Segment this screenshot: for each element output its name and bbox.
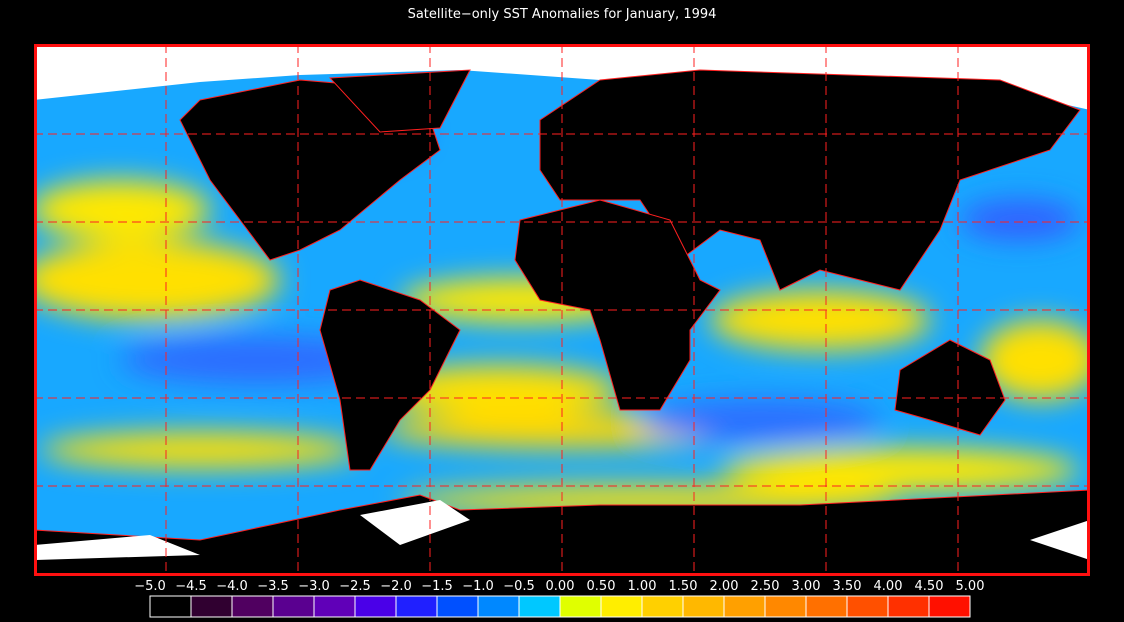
map-title: Satellite−only SST Anomalies for January… <box>408 7 717 22</box>
colorbar-label: 4.50 <box>915 579 944 594</box>
colorbar-swatch <box>600 595 643 618</box>
colorbar-label: 3.50 <box>833 579 862 594</box>
colorbar-label: 4.00 <box>874 579 903 594</box>
colorbar-swatch <box>149 595 192 618</box>
colorbar-label: 2.50 <box>751 579 780 594</box>
colorbar-label: −2.5 <box>339 579 371 594</box>
colorbar-label: −0.5 <box>503 579 535 594</box>
colorbar-swatch <box>313 595 356 618</box>
colorbar-label: 5.00 <box>956 579 985 594</box>
colorbar-label: −1.0 <box>462 579 494 594</box>
australia <box>894 339 1006 436</box>
colorbar-label: 0.00 <box>546 579 575 594</box>
sea-ice <box>36 46 1088 110</box>
colorbar-swatch <box>887 595 930 618</box>
map-border <box>34 44 1090 576</box>
anomaly-field <box>36 105 1088 515</box>
colorbar-swatch <box>477 595 520 618</box>
colorbar-swatch <box>764 595 807 618</box>
colorbar-label: 3.00 <box>792 579 821 594</box>
south-america <box>319 279 461 471</box>
colorbar-swatch <box>846 595 889 618</box>
colorbar-swatch <box>559 595 602 618</box>
colorbar-swatch <box>682 595 725 618</box>
colorbar-swatch <box>354 595 397 618</box>
colorbar-label: 1.50 <box>669 579 698 594</box>
colorbar-swatch <box>436 595 479 618</box>
map-area <box>36 46 1088 574</box>
colorbar: −5.0 −4.5 −4.0 −3.5 −3.0 −2.5 −2.0 −1.5 −1.0 −0.5… <box>134 579 985 618</box>
colorbar-swatch <box>272 595 315 618</box>
colorbar-label: 0.50 <box>587 579 616 594</box>
greenland <box>328 69 471 133</box>
colorbar-label: −4.0 <box>216 579 248 594</box>
colorbar-label: −5.0 <box>134 579 166 594</box>
colorbar-label: −3.5 <box>257 579 289 594</box>
colorbar-label: −3.0 <box>298 579 330 594</box>
colorbar-label: −4.5 <box>175 579 207 594</box>
africa <box>514 199 721 411</box>
colorbar-swatch <box>231 595 274 618</box>
graticule <box>36 46 1088 574</box>
colorbar-swatch <box>518 595 561 618</box>
colorbar-swatch <box>190 595 233 618</box>
colorbar-swatch <box>641 595 684 618</box>
colorbar-swatch <box>805 595 848 618</box>
antarctica <box>36 489 1088 574</box>
colorbar-swatch <box>395 595 438 618</box>
colorbar-label: −2.0 <box>380 579 412 594</box>
colorbar-swatch <box>723 595 766 618</box>
ice-shelf <box>36 500 1088 560</box>
colorbar-swatch <box>928 595 971 618</box>
colorbar-label: −1.5 <box>421 579 453 594</box>
colorbar-label: 1.00 <box>628 579 657 594</box>
colorbar-label: 2.00 <box>710 579 739 594</box>
